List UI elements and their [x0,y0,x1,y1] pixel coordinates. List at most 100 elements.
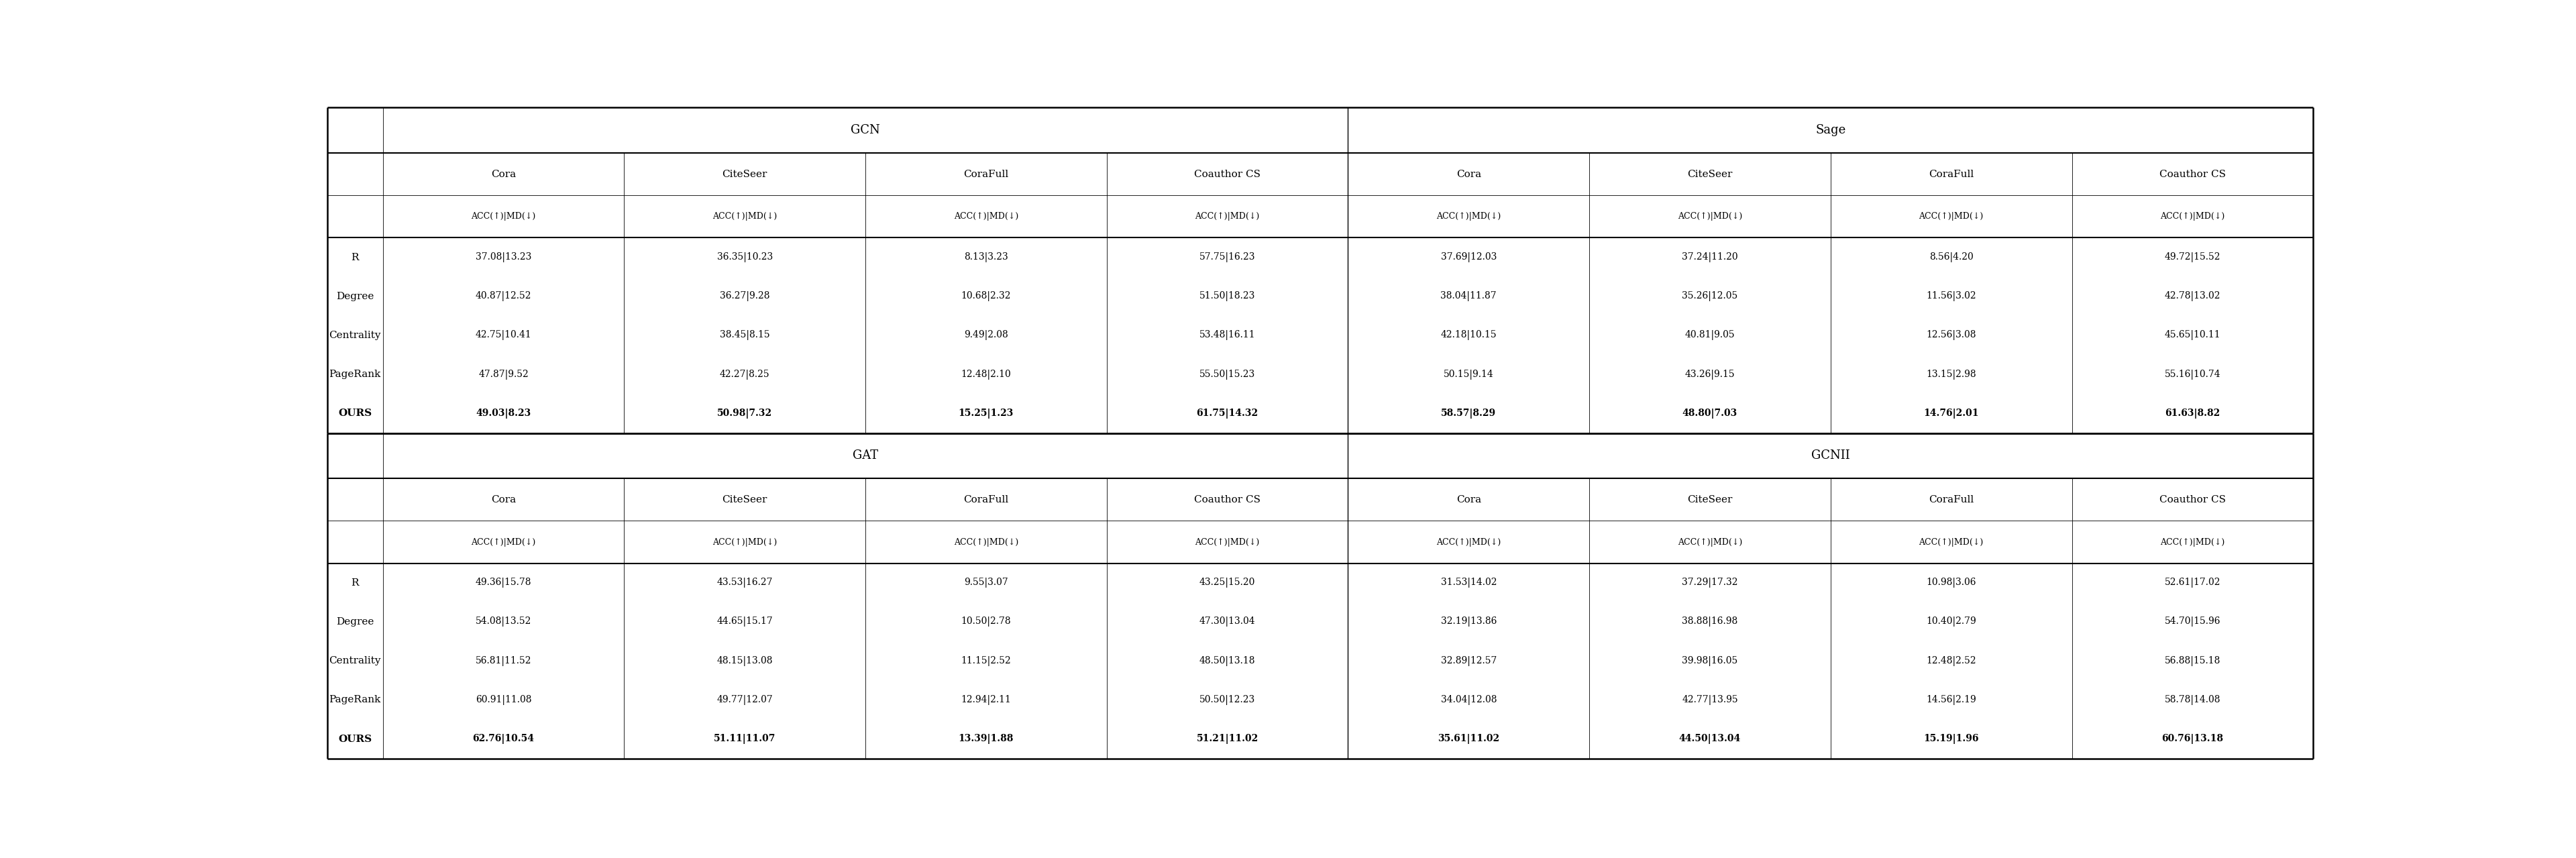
Text: 31.53|14.02: 31.53|14.02 [1440,577,1497,588]
Text: Coauthor CS: Coauthor CS [1195,170,1260,179]
Text: 37.08|13.23: 37.08|13.23 [477,252,531,263]
Text: 51.11|11.07: 51.11|11.07 [714,734,775,744]
Text: 48.80|7.03: 48.80|7.03 [1682,408,1739,419]
Text: CiteSeer: CiteSeer [1687,495,1734,505]
Text: Cora: Cora [492,170,515,179]
Text: 35.61|11.02: 35.61|11.02 [1437,734,1499,744]
Text: Cora: Cora [1455,495,1481,505]
Text: 44.65|15.17: 44.65|15.17 [716,617,773,627]
Text: 9.49|2.08: 9.49|2.08 [963,330,1007,341]
Text: Coauthor CS: Coauthor CS [1195,495,1260,505]
Text: ACC(↑)|MD(↓): ACC(↑)|MD(↓) [1677,212,1741,221]
Text: CiteSeer: CiteSeer [721,170,768,179]
Text: 56.88|15.18: 56.88|15.18 [2164,656,2221,666]
Text: PageRank: PageRank [330,370,381,379]
Text: 38.45|8.15: 38.45|8.15 [719,330,770,341]
Text: 50.15|9.14: 50.15|9.14 [1443,370,1494,379]
Text: 35.26|12.05: 35.26|12.05 [1682,292,1739,301]
Text: ACC(↑)|MD(↓): ACC(↑)|MD(↓) [1437,538,1502,547]
Text: GCN: GCN [850,124,881,136]
Text: 9.55|3.07: 9.55|3.07 [963,577,1007,588]
Text: 47.30|13.04: 47.30|13.04 [1200,617,1255,627]
Text: 58.57|8.29: 58.57|8.29 [1440,408,1497,419]
Text: GCNII: GCNII [1811,450,1850,462]
Text: 15.19|1.96: 15.19|1.96 [1924,734,1978,744]
Text: 38.04|11.87: 38.04|11.87 [1440,292,1497,301]
Text: 43.53|16.27: 43.53|16.27 [716,577,773,588]
Text: ACC(↑)|MD(↓): ACC(↑)|MD(↓) [471,212,536,221]
Text: ACC(↑)|MD(↓): ACC(↑)|MD(↓) [953,538,1018,547]
Text: 62.76|10.54: 62.76|10.54 [471,734,533,744]
Text: 42.77|13.95: 42.77|13.95 [1682,695,1739,705]
Text: 45.65|10.11: 45.65|10.11 [2164,330,2221,341]
Text: 14.56|2.19: 14.56|2.19 [1927,695,1976,705]
Text: 49.77|12.07: 49.77|12.07 [716,695,773,705]
Text: Centrality: Centrality [330,656,381,666]
Text: 61.75|14.32: 61.75|14.32 [1195,408,1257,419]
Text: 11.15|2.52: 11.15|2.52 [961,656,1012,666]
Text: 39.98|16.05: 39.98|16.05 [1682,656,1739,666]
Text: ACC(↑)|MD(↓): ACC(↑)|MD(↓) [1919,212,1984,221]
Text: Coauthor CS: Coauthor CS [2159,495,2226,505]
Text: 55.50|15.23: 55.50|15.23 [1200,370,1255,379]
Text: 37.69|12.03: 37.69|12.03 [1440,252,1497,263]
Text: 10.50|2.78: 10.50|2.78 [961,617,1012,627]
Text: 8.13|3.23: 8.13|3.23 [963,252,1007,263]
Text: 15.25|1.23: 15.25|1.23 [958,408,1015,419]
Text: OURS: OURS [337,734,371,744]
Text: 57.75|16.23: 57.75|16.23 [1200,252,1255,263]
Text: 32.89|12.57: 32.89|12.57 [1440,656,1497,666]
Text: CiteSeer: CiteSeer [1687,170,1734,179]
Text: 42.27|8.25: 42.27|8.25 [719,370,770,379]
Text: 56.81|11.52: 56.81|11.52 [477,656,531,666]
Text: ACC(↑)|MD(↓): ACC(↑)|MD(↓) [1437,212,1502,221]
Text: 40.87|12.52: 40.87|12.52 [477,292,531,301]
Text: 34.04|12.08: 34.04|12.08 [1440,695,1497,705]
Text: CoraFull: CoraFull [963,170,1010,179]
Text: R: R [350,252,358,262]
Text: ACC(↑)|MD(↓): ACC(↑)|MD(↓) [1677,538,1741,547]
Text: 12.56|3.08: 12.56|3.08 [1927,330,1976,341]
Text: 36.35|10.23: 36.35|10.23 [716,252,773,263]
Text: 55.16|10.74: 55.16|10.74 [2164,370,2221,379]
Text: ACC(↑)|MD(↓): ACC(↑)|MD(↓) [953,212,1018,221]
Text: 43.25|15.20: 43.25|15.20 [1200,577,1255,588]
Text: ACC(↑)|MD(↓): ACC(↑)|MD(↓) [2161,538,2226,547]
Text: Centrality: Centrality [330,330,381,340]
Text: 48.50|13.18: 48.50|13.18 [1200,656,1255,666]
Text: CoraFull: CoraFull [963,495,1010,505]
Text: Coauthor CS: Coauthor CS [2159,170,2226,179]
Text: ACC(↑)|MD(↓): ACC(↑)|MD(↓) [714,212,778,221]
Text: 40.81|9.05: 40.81|9.05 [1685,330,1736,341]
Text: 13.39|1.88: 13.39|1.88 [958,734,1015,744]
Text: 36.27|9.28: 36.27|9.28 [719,292,770,301]
Text: 49.72|15.52: 49.72|15.52 [2164,252,2221,263]
Text: 10.40|2.79: 10.40|2.79 [1927,617,1976,627]
Text: 50.98|7.32: 50.98|7.32 [716,408,773,419]
Text: 48.15|13.08: 48.15|13.08 [716,656,773,666]
Text: ACC(↑)|MD(↓): ACC(↑)|MD(↓) [471,538,536,547]
Text: 37.24|11.20: 37.24|11.20 [1682,252,1739,263]
Text: 11.56|3.02: 11.56|3.02 [1927,292,1976,301]
Text: 12.94|2.11: 12.94|2.11 [961,695,1012,705]
Text: Cora: Cora [1455,170,1481,179]
Text: 10.98|3.06: 10.98|3.06 [1927,577,1976,588]
Text: 38.88|16.98: 38.88|16.98 [1682,617,1739,627]
Text: 42.78|13.02: 42.78|13.02 [2164,292,2221,301]
Text: 47.87|9.52: 47.87|9.52 [479,370,528,379]
Text: 12.48|2.10: 12.48|2.10 [961,370,1012,379]
Text: 51.50|18.23: 51.50|18.23 [1200,292,1255,301]
Text: Degree: Degree [335,292,374,301]
Text: ACC(↑)|MD(↓): ACC(↑)|MD(↓) [1195,538,1260,547]
Text: Cora: Cora [492,495,515,505]
Text: 58.78|14.08: 58.78|14.08 [2164,695,2221,705]
Text: 8.56|4.20: 8.56|4.20 [1929,252,1973,263]
Text: 54.70|15.96: 54.70|15.96 [2164,617,2221,627]
Text: 10.68|2.32: 10.68|2.32 [961,292,1010,301]
Text: 42.18|10.15: 42.18|10.15 [1440,330,1497,341]
Text: ACC(↑)|MD(↓): ACC(↑)|MD(↓) [2161,212,2226,221]
Text: Sage: Sage [1816,124,1847,136]
Text: 14.76|2.01: 14.76|2.01 [1924,408,1978,419]
Text: 54.08|13.52: 54.08|13.52 [477,617,531,627]
Text: 13.15|2.98: 13.15|2.98 [1927,370,1976,379]
